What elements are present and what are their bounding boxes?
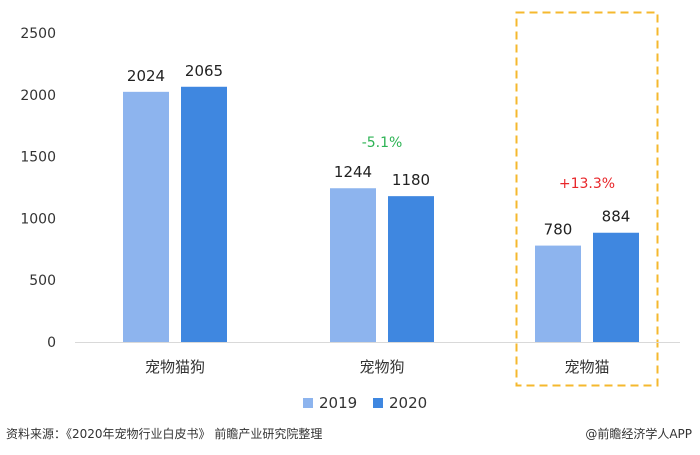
x-axis: 宠物猫狗 宠物狗 宠物猫: [145, 358, 610, 376]
data-label: 884: [602, 208, 631, 226]
annotations: -5.1% +13.3%: [362, 135, 615, 192]
x-tick-label: 宠物狗: [359, 358, 404, 376]
highlight-layer: [515, 11, 659, 387]
data-label: 2065: [185, 62, 223, 80]
legend-swatch-2020: [373, 398, 383, 408]
data-label: 2024: [127, 67, 165, 85]
bar-2020-1: [181, 86, 227, 343]
bar-2019-1: [123, 91, 169, 342]
legend-swatch-2019: [303, 398, 313, 408]
growth-annotation: +13.3%: [559, 176, 615, 192]
y-tick-label: 0: [47, 335, 56, 351]
bar-2019-3: [535, 245, 581, 342]
y-axis: 0 500 1000 1500 2000 2500: [20, 26, 680, 351]
legend-label: 2019: [319, 394, 357, 412]
x-tick-label: 宠物猫狗: [145, 358, 205, 376]
data-labels: 2024 1244 780 2065 1180 884: [127, 62, 630, 239]
data-label: 1244: [334, 163, 372, 181]
highlight-box: [515, 11, 659, 387]
data-label: 780: [544, 221, 573, 239]
data-label: 1180: [392, 171, 430, 189]
bar-2019-2: [330, 188, 376, 342]
source-note: 资料来源：《2020年宠物行业白皮书》 前瞻产业研究院整理: [6, 427, 323, 441]
y-tick-label: 2500: [20, 26, 56, 42]
y-tick-label: 2000: [20, 88, 56, 104]
bar-2020-2: [388, 196, 434, 342]
bars: [123, 86, 639, 343]
y-tick-label: 1500: [20, 150, 56, 166]
y-tick-label: 1000: [20, 211, 56, 227]
brand-credit: @前瞻经济学人APP: [585, 427, 692, 441]
legend: 2019 2020: [303, 394, 427, 412]
y-tick-label: 500: [29, 273, 56, 289]
bar-2020-3: [593, 232, 639, 342]
legend-label: 2020: [389, 394, 427, 412]
growth-annotation: -5.1%: [362, 135, 403, 151]
x-tick-label: 宠物猫: [564, 358, 609, 376]
